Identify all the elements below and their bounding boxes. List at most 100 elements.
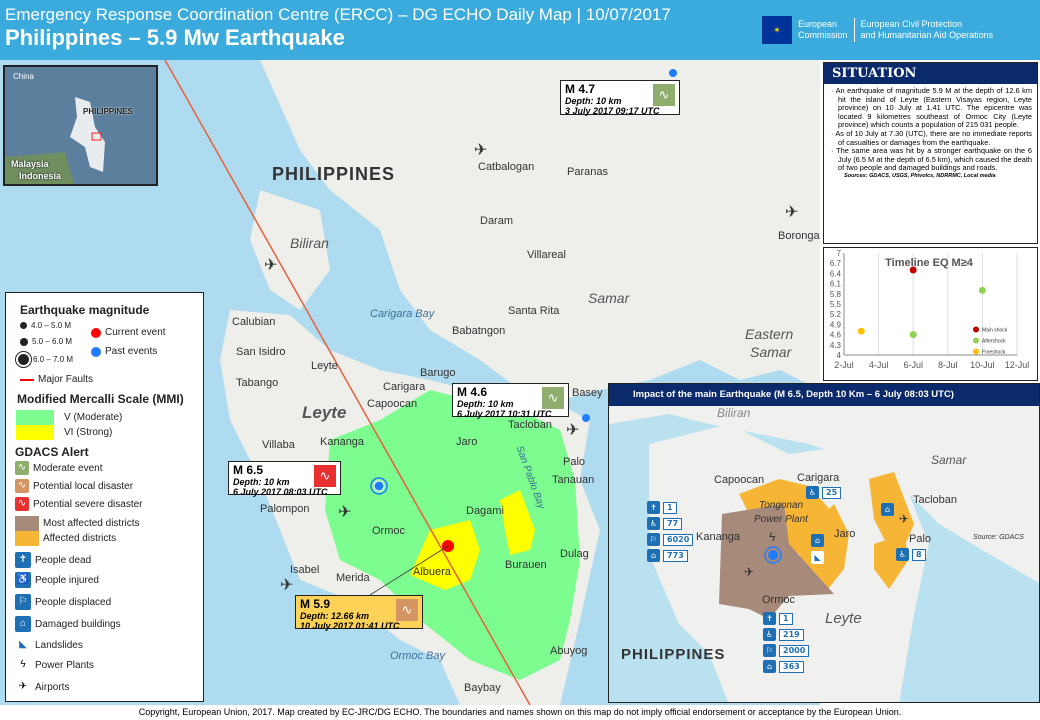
chart-title: Timeline EQ M≥4: [885, 257, 974, 269]
people-injured-icon: ♿: [806, 486, 819, 499]
place-label: Merida: [336, 572, 370, 584]
sea-label: Carigara Bay: [370, 308, 435, 320]
event-depth: Depth: 10 km: [457, 399, 514, 409]
palo-injured-count: 8: [912, 548, 926, 561]
country-label: PHILIPPINES: [83, 107, 133, 116]
past-event-marker: [582, 414, 590, 422]
data-point: [909, 331, 917, 339]
event-box-m47[interactable]: M 4.7 Depth: 10 km 3 July 2017 09:17 UTC…: [560, 80, 680, 116]
event-box-m59[interactable]: M 5.9 Depth: 12.66 km 10 July 2017 01:41…: [295, 595, 423, 631]
place-label: Basey: [572, 387, 603, 399]
impact-inset-map[interactable]: Impact of the main Earthquake (M 6.5, De…: [608, 383, 1040, 703]
legend-label: Past events: [105, 346, 158, 357]
place-label: Tacloban: [508, 419, 553, 431]
legend-label: Major Faults: [38, 374, 94, 385]
people-dead-icon: ✝: [647, 501, 660, 514]
place-label: Isabel: [290, 564, 320, 576]
place-label: Ormoc: [762, 594, 795, 606]
legend-label: Most affected districts: [43, 518, 140, 529]
x-tick-label: 10-Jul: [970, 360, 995, 370]
place-label: Biliran: [717, 406, 751, 420]
place-label: Dulag: [560, 548, 589, 560]
legend-swatch: [973, 348, 979, 355]
people-injured-icon: ♿: [647, 517, 660, 530]
damaged-buildings-icon: ⌂: [15, 616, 31, 632]
airport-icon: ✈: [744, 565, 755, 579]
island-label: Samar: [588, 290, 630, 306]
event-magnitude: M 4.6: [457, 385, 488, 399]
place-label: Ormoc: [372, 525, 405, 537]
gdacs-severe-icon: ∿: [314, 465, 336, 487]
place-label: Power Plant: [754, 514, 808, 525]
event-time: 6 July 2017 08:03 UTC: [233, 487, 328, 497]
impact-shapes: [609, 406, 1039, 702]
kananga-injured-count: 77: [663, 517, 683, 530]
place-label: Palompon: [260, 503, 310, 515]
legend-label: Aftershock: [982, 339, 1006, 345]
page-title: Philippines – 5.9 Mw Earthquake: [5, 25, 345, 50]
airport-icon: ✈: [280, 577, 294, 594]
event-magnitude: M 5.9: [300, 597, 331, 611]
legend-heading: GDACS Alert: [15, 445, 89, 459]
world-locator-map: China PHILIPPINES Malaysia Indonesia: [3, 65, 158, 186]
island-label: Leyte: [825, 610, 862, 627]
legend-label: Airports: [35, 681, 70, 693]
map-legend: Earthquake magnitude 4.0 – 5.0 M 5.0 – 6…: [5, 292, 204, 702]
ormoc-injured-count: 219: [779, 628, 804, 641]
event-box-m46[interactable]: M 4.6 Depth: 10 km 6 July 2017 10:31 UTC…: [452, 383, 569, 419]
place-label: Santa Rita: [508, 305, 560, 317]
place-label: Jaro: [834, 528, 856, 540]
place-label: Calubian: [232, 316, 276, 328]
legend-label: People injured: [35, 574, 99, 586]
y-tick-label: 4.3: [830, 341, 842, 350]
legend-label: 5.0 – 6.0 M: [32, 337, 73, 346]
event-depth: Depth: 10 km: [565, 96, 622, 106]
airport-icon: ✈: [474, 142, 488, 159]
airport-icon: ✈: [566, 422, 580, 439]
place-label: Villareal: [527, 249, 566, 261]
region-label: Samar: [750, 344, 792, 360]
country-label: Malaysia: [11, 159, 49, 169]
airport-icon: ✈: [338, 504, 352, 521]
legend-label: Landslides: [35, 639, 83, 651]
kananga-buildings-count: 773: [663, 549, 688, 562]
place-label: Barugo: [420, 367, 456, 379]
sea-label: Ormoc Bay: [390, 650, 446, 662]
legend-label: 6.0 – 7.0 M: [33, 355, 74, 364]
legend-label: VI (Strong): [64, 427, 113, 438]
data-point: [978, 286, 986, 294]
logo-text: and Humanitarian Aid Operations: [860, 30, 994, 40]
y-tick-label: 6.4: [830, 269, 842, 278]
past-event-marker: [373, 480, 385, 492]
legend-swatch: [973, 337, 979, 344]
airport-icon: ✈: [785, 204, 799, 221]
place-label: Capoocan: [714, 474, 765, 486]
event-box-m65[interactable]: M 6.5 Depth: 10 km 6 July 2017 08:03 UTC…: [228, 461, 341, 497]
logo-text: European: [798, 19, 838, 29]
y-tick-label: 5.8: [830, 290, 842, 299]
situation-bullet: An earthquake of magnitude 5.9 M at the …: [830, 86, 1032, 130]
gdacs-local-icon: ∿: [15, 479, 29, 493]
damaged-buildings-icon: ⌂: [811, 534, 824, 547]
place-label: Tabango: [236, 377, 279, 389]
country-label: PHILIPPINES: [621, 646, 726, 663]
legend-label: Main shock: [982, 328, 1008, 334]
y-tick-label: 4.6: [830, 331, 842, 340]
place-label: Dagami: [466, 505, 504, 517]
y-tick-label: 4: [837, 351, 842, 360]
people-dead-icon: ✝: [763, 612, 776, 625]
gdacs-moderate-icon: ∿: [653, 84, 675, 106]
past-event-marker: [669, 69, 677, 77]
place-label: Villaba: [262, 439, 295, 451]
legend-swatch: [973, 326, 979, 333]
place-label: Tanauan: [552, 474, 595, 486]
place-label: Kananga: [696, 531, 741, 543]
x-tick-label: 6-Jul: [903, 360, 923, 370]
landslide-icon: ◣: [15, 637, 31, 653]
people-dead-icon: ✝: [15, 552, 31, 568]
event-magnitude: M 4.7: [565, 82, 596, 96]
timeline-chart-svg: 2-Jul 4-Jul 6-Jul 8-Jul 10-Jul 12-Jul 44.34.6 4…: [830, 249, 1030, 370]
airport-icon: ✈: [264, 257, 278, 274]
leader-line: [369, 545, 449, 596]
x-tick-label: 12-Jul: [1005, 360, 1030, 370]
